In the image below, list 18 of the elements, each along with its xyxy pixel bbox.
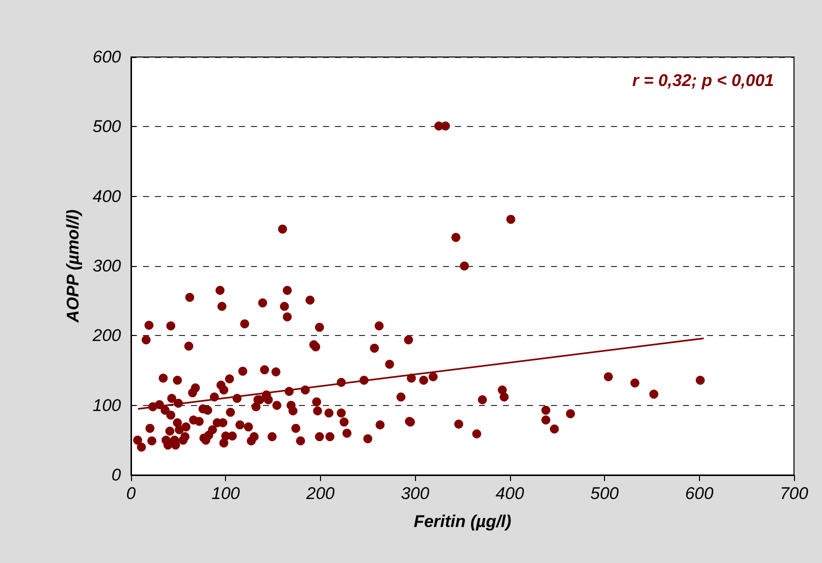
x-tick-label: 100	[212, 484, 240, 503]
annotation: r = 0,32; p < 0,001	[632, 71, 774, 90]
y-tick-label: 0	[112, 466, 122, 484]
x-tick-label: 0	[126, 484, 136, 503]
y-tick-label: 300	[92, 256, 122, 276]
x-tick-label: 400	[496, 484, 525, 503]
y-tick-label: 200	[92, 326, 122, 346]
y-tick-label: 100	[92, 396, 122, 415]
x-axis-title: Feritin (µg/l)	[414, 512, 512, 531]
x-tick-label: 600	[685, 484, 714, 503]
x-tick-label: 300	[400, 484, 430, 503]
y-tick-label: 600	[92, 48, 122, 66]
x-tick-label: 500	[590, 484, 620, 503]
x-tick-label: 700	[780, 484, 809, 503]
y-axis-title: AOPP (µmol/l)	[64, 209, 83, 324]
x-tick-label: 200	[305, 484, 336, 503]
y-tick-label: 400	[92, 186, 122, 206]
y-tick-label: 500	[92, 117, 122, 136]
